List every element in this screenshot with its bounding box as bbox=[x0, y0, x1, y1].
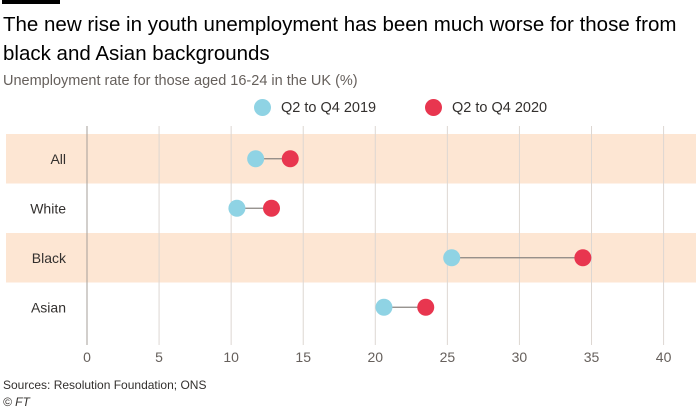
source-note: Sources: Resolution Foundation; ONS bbox=[3, 378, 207, 392]
row-band bbox=[6, 134, 696, 184]
dot-2020 bbox=[263, 199, 281, 217]
x-tick-label: 40 bbox=[656, 349, 672, 365]
category-label: Asian bbox=[31, 299, 66, 315]
x-tick-label: 20 bbox=[368, 349, 384, 365]
chart-title: The new rise in youth unemployment has b… bbox=[3, 13, 677, 65]
row-band bbox=[6, 233, 696, 283]
legend-item-2019: Q2 to Q4 2019 bbox=[254, 99, 376, 116]
dot-2020 bbox=[574, 249, 592, 267]
x-tick-label: 35 bbox=[584, 349, 600, 365]
x-tick-label: 30 bbox=[512, 349, 528, 365]
x-tick-label: 10 bbox=[223, 349, 239, 365]
legend: Q2 to Q4 2019 Q2 to Q4 2020 bbox=[0, 99, 700, 121]
legend-item-2020: Q2 to Q4 2020 bbox=[425, 99, 547, 116]
chart-subtitle: Unemployment rate for those aged 16-24 i… bbox=[3, 73, 358, 89]
x-tick-label: 0 bbox=[83, 349, 91, 365]
category-label: Black bbox=[32, 250, 67, 266]
legend-label-2019: Q2 to Q4 2019 bbox=[281, 99, 377, 116]
dot-2020 bbox=[417, 298, 435, 316]
legend-marker-2019 bbox=[254, 99, 271, 116]
legend-marker-2020 bbox=[425, 99, 442, 116]
dot-2019 bbox=[375, 298, 393, 316]
x-tick-label: 5 bbox=[155, 349, 163, 365]
dot-2019 bbox=[228, 199, 246, 217]
dot-2019 bbox=[247, 150, 265, 168]
x-tick-label: 15 bbox=[295, 349, 311, 365]
dot-2019 bbox=[443, 249, 461, 267]
ft-top-bar bbox=[2, 0, 60, 4]
ft-credit: © FT bbox=[3, 395, 30, 409]
x-tick-label: 25 bbox=[440, 349, 456, 365]
category-label: White bbox=[30, 200, 66, 216]
dot-2020 bbox=[281, 150, 299, 168]
legend-label-2020: Q2 to Q4 2020 bbox=[452, 99, 548, 116]
category-label: All bbox=[50, 151, 66, 167]
